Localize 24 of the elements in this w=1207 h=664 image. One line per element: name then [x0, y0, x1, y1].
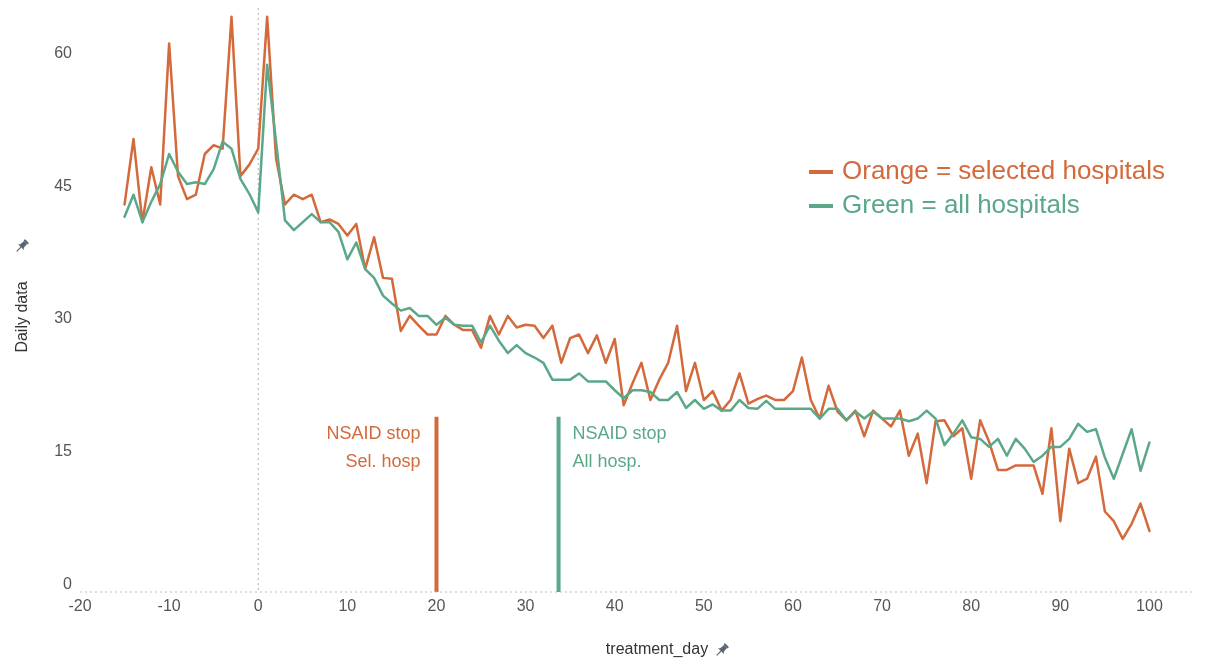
x-tick-label: 90	[1051, 597, 1070, 615]
y-tick-label: 60	[54, 43, 73, 61]
legend-label: Green = all hospitals	[842, 189, 1080, 219]
x-tick-label: 60	[784, 597, 802, 615]
x-tick-label: 70	[873, 597, 892, 615]
legend-label: Orange = selected hospitals	[842, 155, 1166, 185]
y-axis-title: Daily data	[13, 280, 31, 355]
y-tick-label: 15	[54, 442, 73, 460]
y-tick-label: 0	[63, 574, 73, 592]
x-tick-label: 0	[253, 597, 263, 615]
x-axis-title: treatment_day	[605, 640, 709, 657]
x-tick-label: 80	[962, 597, 981, 615]
x-tick-label: 40	[605, 597, 624, 615]
y-tick-label: 30	[54, 309, 73, 327]
ref-line-label: NSAID stop Sel. hosp	[326, 422, 421, 471]
x-tick-label: 20	[427, 597, 446, 615]
ref-line-label: NSAID stop All hosp.	[572, 422, 667, 471]
x-tick-label: 50	[694, 597, 713, 615]
x-tick-label: 10	[338, 597, 357, 615]
x-tick-label: -10	[157, 597, 181, 615]
x-tick-label: 30	[516, 597, 535, 615]
x-tick-label: -20	[68, 597, 92, 615]
y-tick-label: 45	[54, 176, 73, 194]
x-tick-label: 100	[1136, 597, 1163, 615]
